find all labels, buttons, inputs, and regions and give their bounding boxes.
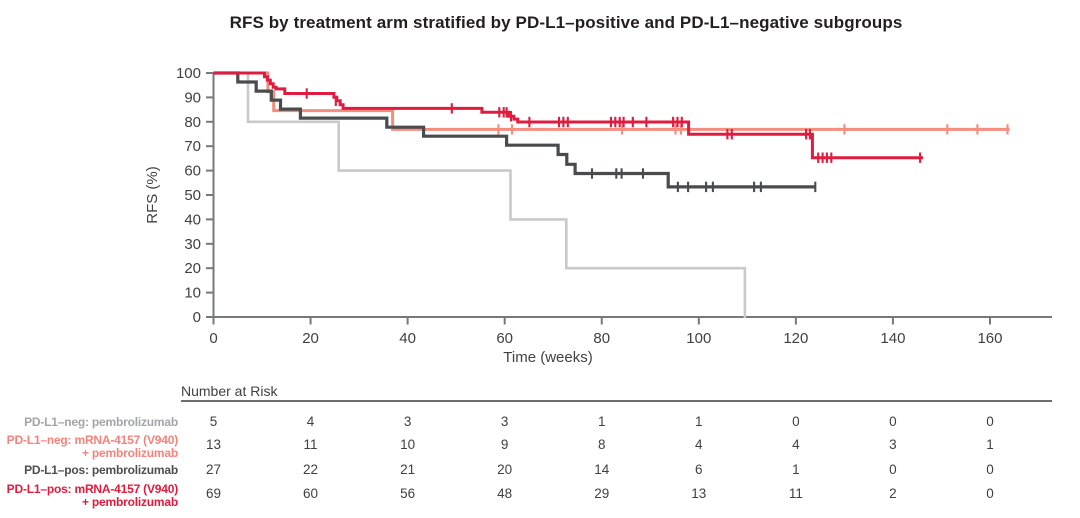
km-series-pdl1-pos-mrna4157-pembrolizumab bbox=[213, 71, 923, 163]
km-curve-pdl1-neg-pembrolizumab bbox=[213, 71, 747, 319]
risk-value: 6 bbox=[695, 462, 703, 477]
risk-value: 1 bbox=[597, 414, 606, 429]
y-tick-label: 0 bbox=[193, 309, 201, 326]
risk-value: 0 bbox=[986, 486, 994, 501]
risk-row-label-line: + pembrolizumab bbox=[81, 446, 178, 460]
y-tick-label: 50 bbox=[184, 187, 201, 204]
y-tick-label: 40 bbox=[184, 211, 201, 228]
risk-value: 22 bbox=[303, 462, 319, 477]
risk-value: 9 bbox=[500, 437, 509, 452]
x-tick-label: 60 bbox=[496, 330, 513, 347]
risk-value: 1 bbox=[792, 462, 800, 477]
risk-value: 0 bbox=[986, 462, 994, 477]
risk-value: 3 bbox=[889, 437, 897, 452]
y-tick-label: 90 bbox=[184, 89, 201, 106]
km-curve-pdl1-pos-pembrolizumab bbox=[213, 71, 816, 189]
y-tick-label: 80 bbox=[184, 114, 201, 131]
risk-value: 21 bbox=[400, 462, 416, 477]
risk-value: 11 bbox=[788, 486, 803, 501]
risk-value: 0 bbox=[986, 414, 994, 429]
risk-row-label-pdl1-neg-mrna4157-pembrolizumab: PD-L1–neg: mRNA-4157 (V940) + pembrolizum… bbox=[6, 433, 179, 460]
risk-value: 8 bbox=[597, 437, 606, 452]
risk-row-label-line: PD-L1–neg: pembrolizumab bbox=[24, 414, 178, 429]
x-tick-label: 160 bbox=[977, 330, 1002, 347]
risk-value: 48 bbox=[497, 486, 513, 501]
y-axis-title: RFS (%) bbox=[144, 166, 161, 224]
risk-row-label-line: PD-L1–pos: mRNA-4157 (V940) bbox=[6, 482, 179, 496]
x-tick-label: 120 bbox=[783, 330, 808, 347]
risk-row-label-line: + pembrolizumab bbox=[81, 495, 178, 509]
risk-value: 60 bbox=[303, 486, 319, 501]
risk-value: 2 bbox=[889, 486, 897, 501]
km-series-pdl1-neg-pembrolizumab bbox=[213, 71, 747, 319]
y-tick-label: 10 bbox=[184, 285, 201, 302]
risk-value: 10 bbox=[400, 437, 416, 452]
risk-value: 5 bbox=[209, 414, 218, 429]
risk-value: 69 bbox=[205, 486, 222, 501]
y-tick-label: 100 bbox=[176, 65, 201, 82]
risk-value: 4 bbox=[792, 437, 800, 452]
y-tick-label: 70 bbox=[184, 138, 201, 155]
y-tick-label: 20 bbox=[184, 260, 201, 277]
risk-value: 20 bbox=[497, 462, 513, 477]
axes: 0 10 20 30 40 50 60 70 80 90 100 0 20 40 60 80 100 120 140… bbox=[176, 65, 1052, 347]
risk-value: 0 bbox=[792, 414, 800, 429]
risk-value: 4 bbox=[306, 414, 315, 429]
risk-value: 11 bbox=[303, 437, 318, 452]
risk-row-label-pdl1-neg-pembrolizumab: PD-L1–neg: pembrolizumab bbox=[24, 414, 178, 429]
risk-row-label-pdl1-pos-pembrolizumab: PD-L1–pos: pembrolizumab bbox=[24, 464, 178, 477]
risk-value: 27 bbox=[205, 462, 222, 477]
y-tick-label: 30 bbox=[184, 236, 201, 253]
number-at-risk-header: Number at Risk bbox=[181, 383, 278, 399]
km-curve-pdl1-pos-mrna4157-pembrolizumab bbox=[213, 71, 923, 160]
x-tick-label: 100 bbox=[686, 330, 711, 347]
x-axis-title: Time (weeks) bbox=[503, 349, 592, 366]
risk-value: 3 bbox=[403, 414, 412, 429]
x-tick-label: 80 bbox=[593, 330, 610, 347]
x-tick-label: 140 bbox=[880, 330, 905, 347]
x-tick-label: 20 bbox=[302, 330, 319, 347]
number-at-risk-divider bbox=[181, 400, 1052, 402]
risk-row-label-pdl1-pos-mrna4157-pembrolizumab: PD-L1–pos: mRNA-4157 (V940) + pembrolizum… bbox=[6, 482, 179, 509]
risk-value: 1 bbox=[695, 414, 703, 429]
risk-value: 56 bbox=[400, 486, 416, 501]
km-series-pdl1-pos-pembrolizumab bbox=[213, 71, 817, 193]
risk-value: 0 bbox=[889, 462, 897, 477]
risk-value: 29 bbox=[594, 486, 610, 501]
risk-value: 14 bbox=[594, 462, 610, 477]
risk-value: 0 bbox=[889, 414, 897, 429]
y-tick-label: 60 bbox=[184, 163, 201, 180]
risk-row-label-line: PD-L1–pos: pembrolizumab bbox=[24, 463, 178, 477]
risk-row-label-line: PD-L1–neg: mRNA-4157 (V940) bbox=[6, 433, 179, 447]
risk-value: 1 bbox=[986, 437, 994, 452]
risk-value: 13 bbox=[205, 437, 222, 452]
risk-value: 3 bbox=[500, 414, 509, 429]
risk-value: 13 bbox=[691, 486, 707, 501]
x-tick-label: 0 bbox=[209, 330, 217, 347]
x-tick-label: 40 bbox=[399, 330, 416, 347]
risk-value: 4 bbox=[695, 437, 703, 452]
chart-title: RFS by treatment arm stratified by PD-L1… bbox=[229, 13, 903, 32]
km-curves bbox=[213, 71, 1010, 319]
